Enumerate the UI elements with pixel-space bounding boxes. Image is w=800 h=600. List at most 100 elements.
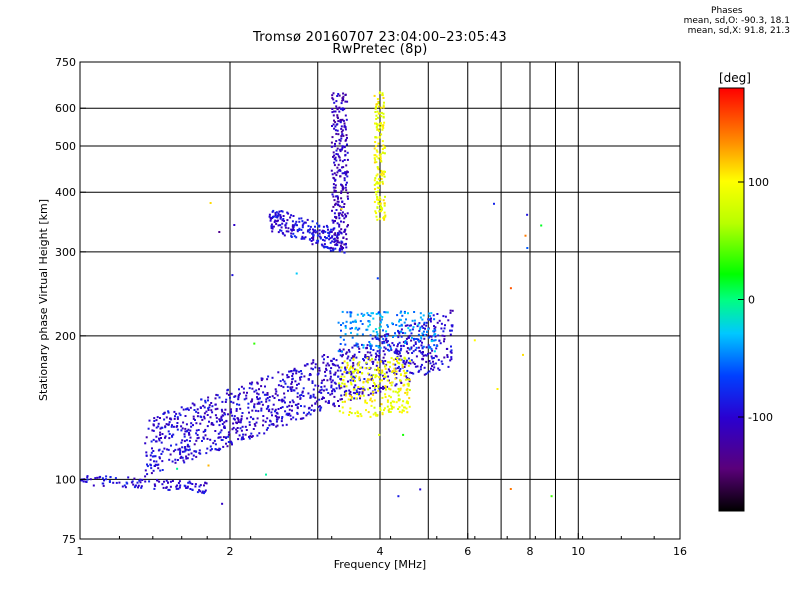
data-point [323, 358, 325, 361]
data-point [318, 367, 321, 370]
data-point [345, 385, 348, 388]
data-point [336, 222, 339, 225]
data-point [346, 357, 349, 360]
data-point [123, 484, 126, 487]
data-point [377, 142, 380, 145]
data-point [105, 478, 107, 481]
data-point [286, 405, 289, 408]
data-point [251, 387, 254, 390]
data-point [334, 234, 337, 237]
data-point [152, 429, 155, 432]
data-point [238, 403, 241, 406]
data-point [382, 350, 385, 353]
data-point [337, 196, 339, 199]
data-point [345, 233, 348, 236]
data-point [449, 311, 452, 314]
data-point [279, 380, 282, 383]
data-point [406, 391, 409, 394]
data-point [181, 427, 184, 430]
data-point [333, 172, 336, 175]
data-point [422, 314, 425, 317]
data-point [210, 448, 213, 451]
data-point [399, 359, 402, 362]
data-point [550, 495, 553, 498]
data-point [254, 409, 257, 412]
data-point [384, 385, 387, 388]
data-point [183, 450, 186, 453]
data-point [433, 344, 436, 347]
data-point [422, 330, 425, 333]
data-point [325, 224, 328, 227]
data-point [389, 401, 392, 404]
data-point [343, 179, 346, 182]
y-tick-label: 100 [55, 473, 76, 486]
data-point [228, 431, 231, 434]
data-point [373, 157, 376, 160]
data-point [266, 393, 269, 396]
data-point [281, 373, 284, 376]
data-point [220, 429, 223, 432]
data-point [214, 430, 217, 432]
data-point [399, 387, 402, 390]
data-point [148, 480, 151, 483]
data-point [171, 424, 173, 427]
data-point [383, 147, 386, 149]
data-point [332, 227, 335, 230]
data-point [281, 219, 284, 222]
data-point [299, 397, 302, 400]
data-point [374, 368, 376, 371]
data-point [375, 174, 378, 177]
data-point [202, 430, 205, 433]
data-point [319, 389, 322, 392]
data-point [384, 347, 387, 350]
data-point [413, 338, 415, 341]
data-point [425, 372, 428, 375]
data-point [375, 344, 378, 347]
data-point [409, 329, 412, 332]
data-point [295, 418, 298, 421]
data-point [262, 424, 264, 427]
data-point [378, 217, 381, 220]
data-point [378, 368, 381, 371]
data-point [274, 388, 277, 391]
data-point [277, 384, 280, 387]
data-point [349, 407, 352, 410]
data-point [196, 491, 199, 494]
data-point [150, 451, 153, 454]
data-point [376, 334, 379, 337]
data-point [407, 384, 410, 387]
data-point [187, 449, 190, 452]
data-point [419, 316, 422, 319]
data-point [194, 483, 197, 486]
data-point [350, 396, 353, 398]
data-point [354, 319, 357, 322]
data-point [339, 150, 342, 153]
data-point [267, 410, 270, 413]
data-point [374, 358, 377, 361]
data-point [405, 371, 408, 374]
data-point [263, 393, 266, 396]
data-point [340, 197, 343, 200]
data-point [207, 407, 210, 410]
data-point [350, 373, 353, 376]
data-point [312, 359, 315, 362]
data-point [344, 343, 347, 346]
data-point [326, 246, 329, 249]
data-point [282, 386, 285, 389]
data-point [402, 409, 405, 412]
data-point [333, 199, 336, 202]
data-point [374, 158, 377, 161]
data-point [267, 375, 270, 378]
data-point [188, 445, 191, 448]
data-point [378, 376, 381, 379]
data-point [310, 240, 313, 242]
data-point [335, 359, 338, 362]
data-point [340, 148, 343, 151]
data-point [399, 311, 402, 314]
data-point [309, 413, 312, 416]
data-point [210, 409, 213, 412]
data-point [258, 402, 261, 405]
data-point [333, 388, 336, 391]
data-point [334, 202, 337, 205]
data-point [164, 435, 167, 438]
